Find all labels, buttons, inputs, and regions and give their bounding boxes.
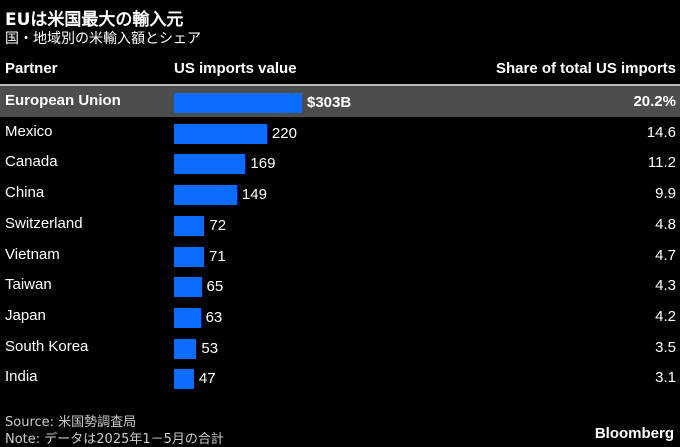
share-label: 3.1 <box>655 369 676 387</box>
value-bar <box>174 154 246 175</box>
value-bar <box>174 277 202 298</box>
partner-label: Vietnam <box>5 245 60 263</box>
partner-label: Mexico <box>5 122 53 140</box>
share-label: 4.3 <box>655 277 676 295</box>
share-label: 4.2 <box>655 307 676 325</box>
value-label: 169 <box>250 155 276 173</box>
bloomberg-logo: Bloomberg <box>594 425 674 442</box>
table-row: Vietnam 71 4.7 <box>0 240 680 271</box>
header-divider <box>0 84 680 86</box>
value-label: 72 <box>209 216 227 234</box>
share-label: 4.8 <box>655 215 676 233</box>
value-bar <box>174 338 197 359</box>
chart-title: EUは米国最大の輸入元 <box>5 10 184 30</box>
value-label: 47 <box>198 370 216 388</box>
share-label: 11.2 <box>647 154 676 172</box>
partner-label: China <box>5 184 45 202</box>
partner-label: European Union <box>5 92 121 109</box>
table-row: Taiwan 65 4.3 <box>0 270 680 301</box>
share-label: 3.5 <box>655 338 676 356</box>
value-bar <box>174 185 237 206</box>
value-bar <box>174 123 267 144</box>
value-bar <box>174 215 205 236</box>
source-note: Source: 米国勢調査局 <box>5 415 137 430</box>
share-label: 14.6 <box>646 123 676 141</box>
column-header-share: Share of total US imports <box>495 60 676 77</box>
share-label: 4.7 <box>655 246 676 264</box>
column-header-value: US imports value <box>174 60 297 77</box>
table-row: European Union $303B 20.2% <box>0 86 680 117</box>
value-label: 65 <box>206 278 224 296</box>
partner-label: Taiwan <box>5 276 52 294</box>
share-label: 9.9 <box>655 185 676 203</box>
value-label: 71 <box>209 247 226 265</box>
table-row: Japan 63 4.2 <box>0 301 680 332</box>
partner-label: Canada <box>5 153 58 171</box>
footnote: Note: データは2025年1－5月の合計 <box>5 432 224 447</box>
table-row: Switzerland 72 4.8 <box>0 209 680 240</box>
partner-label: India <box>5 368 38 386</box>
value-bar <box>174 369 194 390</box>
value-label: 149 <box>241 186 267 204</box>
value-label: 53 <box>201 339 219 357</box>
table-row: Canada 169 11.2 <box>0 147 680 178</box>
partner-label: Japan <box>5 306 46 324</box>
table-row: South Korea 53 3.5 <box>0 332 680 363</box>
table-row: Mexico 220 14.6 <box>0 117 680 148</box>
partner-label: Switzerland <box>5 214 83 232</box>
value-label: 63 <box>205 308 223 326</box>
value-label: 220 <box>271 124 297 142</box>
value-label: $303B <box>307 94 352 111</box>
share-label: 20.2% <box>633 93 676 110</box>
table-row: China 149 9.9 <box>0 178 680 209</box>
value-bar <box>174 93 302 113</box>
value-bar <box>174 307 201 328</box>
column-header-partner: Partner <box>5 60 58 77</box>
value-bar <box>174 246 204 267</box>
table-row: India 47 3.1 <box>0 362 680 393</box>
chart-subtitle: 国・地域別の米輸入額とシェア <box>5 31 201 47</box>
partner-label: South Korea <box>5 337 89 355</box>
